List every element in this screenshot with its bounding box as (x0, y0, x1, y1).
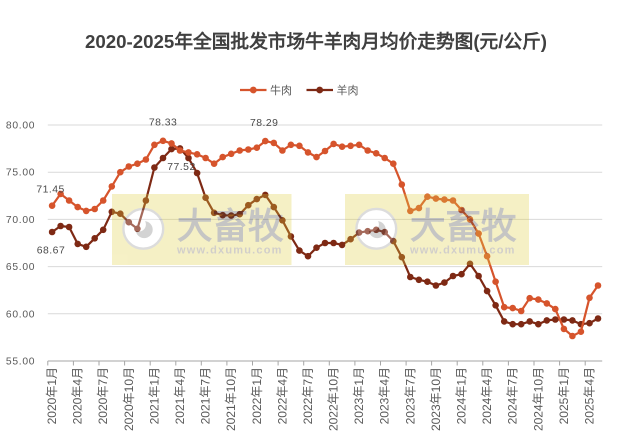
svg-text:2024年7月: 2024年7月 (506, 367, 520, 424)
svg-text:2020年4月: 2020年4月 (71, 367, 85, 424)
svg-text:2021年7月: 2021年7月 (199, 367, 213, 424)
svg-text:2022年7月: 2022年7月 (301, 367, 315, 424)
svg-text:2023年4月: 2023年4月 (378, 367, 392, 424)
svg-text:77.52: 77.52 (167, 162, 196, 173)
svg-text:大畜牧: 大畜牧 (410, 206, 517, 246)
svg-text:羊肉: 羊肉 (337, 83, 359, 97)
svg-text:2024年1月: 2024年1月 (455, 367, 469, 424)
svg-text:2024年4月: 2024年4月 (480, 367, 494, 424)
svg-text:2024年10月: 2024年10月 (531, 367, 545, 431)
svg-text:2025年4月: 2025年4月 (583, 367, 597, 424)
svg-text:2022年4月: 2022年4月 (275, 367, 289, 424)
svg-text:80.00: 80.00 (6, 121, 35, 132)
svg-text:2020年10月: 2020年10月 (122, 367, 136, 431)
svg-text:2023年1月: 2023年1月 (352, 367, 366, 424)
svg-text:2022年1月: 2022年1月 (250, 367, 264, 424)
svg-text:牛肉: 牛肉 (270, 83, 292, 97)
svg-text:78.29: 78.29 (250, 118, 279, 129)
svg-text:www.dxumu.com: www.dxumu.com (409, 245, 516, 257)
svg-text:大畜牧: 大畜牧 (177, 206, 284, 246)
svg-text:2022年10月: 2022年10月 (327, 367, 341, 431)
svg-text:68.67: 68.67 (37, 246, 66, 257)
svg-text:2023年7月: 2023年7月 (403, 367, 417, 424)
svg-text:2020-2025年全国批发市场牛羊肉月均价走势图(元/公斤: 2020-2025年全国批发市场牛羊肉月均价走势图(元/公斤) (85, 31, 547, 52)
svg-text:65.00: 65.00 (6, 262, 35, 273)
svg-text:2021年1月: 2021年1月 (147, 367, 161, 424)
svg-text:www.dxumu.com: www.dxumu.com (176, 245, 283, 257)
svg-text:78.33: 78.33 (149, 118, 178, 129)
svg-text:2020年1月: 2020年1月 (45, 367, 59, 424)
svg-text:60.00: 60.00 (6, 309, 35, 320)
svg-text:71.45: 71.45 (36, 185, 65, 196)
svg-text:2021年4月: 2021年4月 (173, 367, 187, 424)
svg-text:2020年7月: 2020年7月 (96, 367, 110, 424)
svg-text:55.00: 55.00 (6, 357, 35, 368)
svg-text:75.00: 75.00 (6, 168, 35, 179)
svg-text:2025年1月: 2025年1月 (557, 367, 571, 424)
svg-text:2023年10月: 2023年10月 (429, 367, 443, 431)
svg-text:2021年10月: 2021年10月 (224, 367, 238, 431)
svg-text:70.00: 70.00 (6, 215, 35, 226)
